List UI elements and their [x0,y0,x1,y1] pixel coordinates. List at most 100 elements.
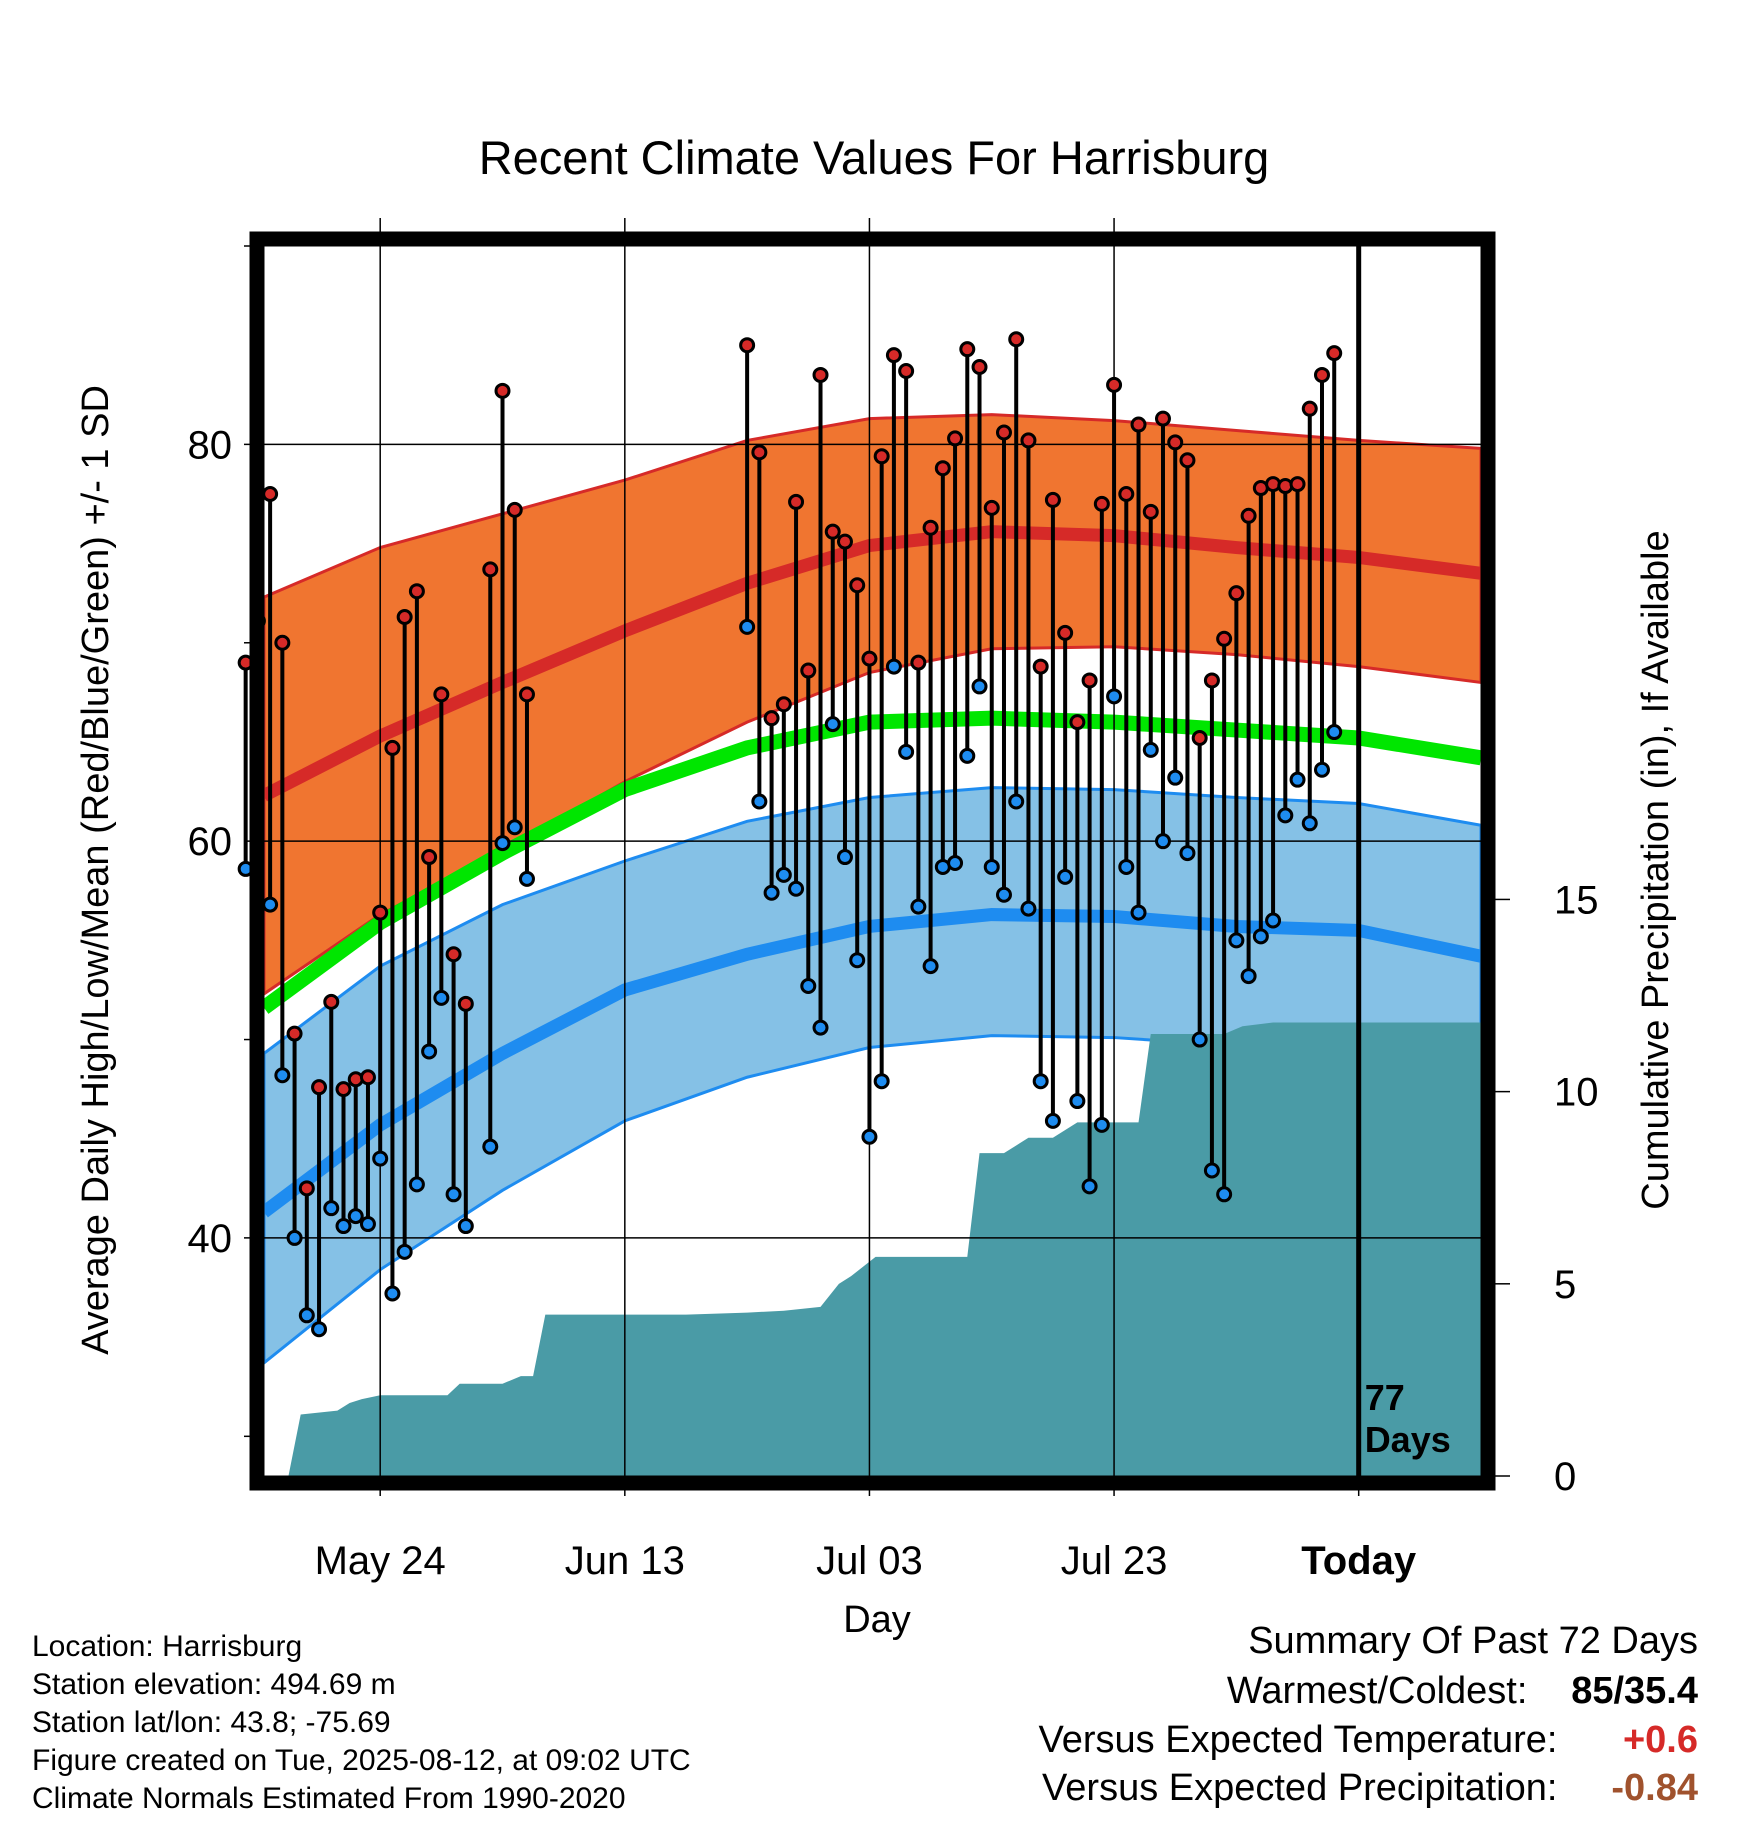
x-tick-label: Jun 13 [565,1539,685,1583]
daily-low-point [739,618,756,635]
daily-observation [445,946,462,1203]
daily-high-point [1301,400,1318,417]
daily-high-point [824,523,841,540]
daily-low-point [1289,771,1306,788]
daily-low-point [849,952,866,969]
daily-observation [824,523,841,733]
daily-low-point [1203,1162,1220,1179]
daily-high-point [1118,485,1135,502]
daily-high-point [1326,345,1343,362]
temp-anomaly-row: Versus Expected Temperature: +0.6 [1039,1719,1698,1762]
daily-observation [800,662,817,994]
daily-observation [898,362,915,760]
daily-high-point [995,424,1012,441]
daily-observation [298,1180,315,1324]
daily-high-point [1106,376,1123,393]
daily-low-point [408,1176,425,1193]
daily-low-point [1057,868,1074,885]
daily-observation [1044,491,1061,1129]
daily-observation [751,444,768,810]
daily-observation [885,347,902,675]
daily-low-point [286,1229,303,1246]
daily-low-point [836,849,853,866]
daily-high-point [971,359,988,376]
daily-high-point [359,1069,376,1086]
daily-low-point [775,866,792,883]
daily-high-point [812,366,829,383]
daily-low-point [812,1019,829,1036]
daily-observation [1093,495,1110,1133]
daily-low-point [1326,724,1343,741]
daily-high-point [1032,658,1049,675]
daily-low-point [922,958,939,975]
daily-high-point [457,995,474,1012]
daily-low-point [885,658,902,675]
daily-low-point [1265,912,1282,929]
daily-high-point [934,460,951,477]
daily-observation [1228,585,1245,949]
daily-low-point [506,819,523,836]
precipitation-fill [264,1022,1481,1476]
daily-high-point [482,561,499,578]
daily-high-point [445,946,462,963]
daily-observation [384,739,401,1302]
daily-high-point [983,499,1000,516]
daily-low-point [959,747,976,764]
daily-high-point [262,485,279,502]
daily-low-point [873,1073,890,1090]
daily-high-point [335,1081,352,1098]
daily-observations [237,331,1343,1338]
daily-high-point [506,501,523,518]
latlon-text: Station lat/lon: 43.8; -75.69 [32,1706,391,1739]
daily-low-point [457,1218,474,1235]
daily-low-point [971,678,988,695]
daily-high-point [1289,476,1306,493]
daily-observation [1106,376,1123,705]
daily-high-point [885,347,902,364]
daily-high-point [298,1180,315,1197]
y-right-tick-label: 5 [1554,1263,1576,1307]
x-tick-label: Jul 23 [1061,1539,1168,1583]
daily-high-point [922,519,939,536]
location-text: Location: Harrisburg [32,1630,303,1663]
warm-cold-label: Warmest/Coldest: [1226,1670,1528,1712]
daily-high-point [739,337,756,354]
daily-high-point [1154,410,1171,427]
daily-high-point [372,904,389,921]
daily-low-point [518,870,535,887]
daily-low-point [1154,833,1171,850]
daily-high-point [494,382,511,399]
daily-observation [1008,331,1025,810]
daily-observation [1301,400,1318,832]
daily-high-point [433,686,450,703]
daily-high-point [1130,416,1147,433]
daily-high-point [1228,585,1245,602]
daily-observation [1167,434,1184,786]
daily-high-point [1093,495,1110,512]
daily-observation [482,561,499,1155]
daily-observation [323,993,340,1217]
daily-observation [421,849,438,1060]
daily-low-point [861,1128,878,1145]
daily-high-point [421,849,438,866]
daily-observation [262,485,279,913]
station-info: Location: Harrisburg Station elevation: … [32,1628,691,1818]
daily-low-point [359,1216,376,1233]
daily-high-point [800,662,817,679]
daily-observation [983,499,1000,875]
daily-observation [1142,503,1159,758]
daily-observation [1069,714,1086,1110]
daily-observation [995,424,1012,903]
y-axis-label: Average Daily High/Low/Mean (Red/Blue/Gr… [75,385,117,1355]
daily-low-point [372,1150,389,1167]
daily-high-point [408,583,425,600]
daily-high-point [1240,507,1257,524]
daily-low-point [1106,688,1123,705]
daily-observation [849,577,866,969]
daily-low-point [384,1285,401,1302]
daily-low-point [335,1218,352,1235]
daily-observation [286,1025,303,1246]
temp-anomaly-value: +0.6 [1622,1719,1698,1761]
